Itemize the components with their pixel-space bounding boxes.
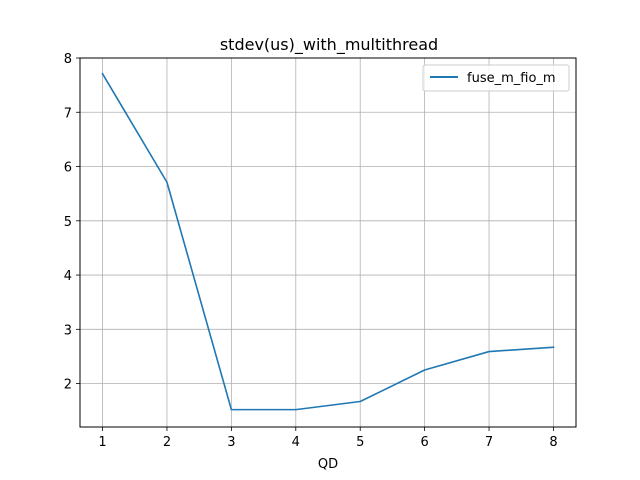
x-tick-label: 6: [420, 435, 428, 450]
y-tick-label: 6: [64, 161, 72, 176]
legend: fuse_m_fio_m: [422, 64, 570, 92]
axis-ticks: 1 2 3 4 5 6 7 8 2 3 4 5 6 7 8: [64, 52, 558, 450]
plot-area-frame: [79, 57, 577, 428]
y-tick-label: 8: [64, 52, 72, 67]
x-tick-label: 2: [163, 435, 171, 450]
series-line-fuse-m-fio-m: [101, 72, 555, 411]
chart-title: stdev(us)_with_multithread: [220, 35, 438, 55]
series-layer: [101, 72, 555, 411]
y-tick-label: 7: [64, 106, 72, 121]
x-tick-label: 8: [549, 435, 557, 450]
y-tick-label: 2: [64, 378, 72, 393]
y-tick-label: 3: [64, 323, 72, 338]
y-tick-label: 5: [64, 215, 72, 230]
x-tick-label: 7: [485, 435, 493, 450]
x-tick-label: 4: [292, 435, 300, 450]
x-axis-label: QD: [318, 457, 338, 472]
x-tick-label: 3: [227, 435, 235, 450]
x-tick-label: 5: [356, 435, 364, 450]
x-tick-label: 1: [98, 435, 106, 450]
y-tick-label: 4: [64, 269, 72, 284]
grid-lines: [80, 57, 576, 427]
legend-label-fuse-m-fio-m: fuse_m_fio_m: [467, 71, 556, 86]
legend-box: [422, 64, 570, 92]
